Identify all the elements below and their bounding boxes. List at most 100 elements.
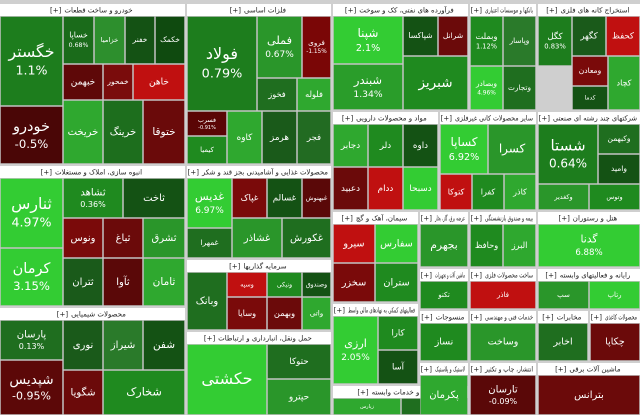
stock-tile[interactable] [302,297,331,330]
stock-tile[interactable] [403,16,438,56]
stock-tile[interactable] [403,56,468,110]
expand-button[interactable]: [+] [421,366,433,374]
stock-tile[interactable] [257,78,297,111]
expand-button[interactable]: [+] [342,115,354,123]
stock-tile[interactable] [538,124,598,184]
stock-tile[interactable] [63,16,94,64]
stock-tile[interactable] [470,224,503,267]
expand-button[interactable]: [+] [558,215,570,223]
stock-tile[interactable] [187,178,232,228]
expand-button[interactable]: [+] [188,169,200,177]
stock-tile[interactable] [155,16,185,64]
stock-tile[interactable] [589,184,640,210]
expand-button[interactable]: [+] [471,272,483,280]
stock-tile[interactable] [368,167,403,210]
stock-tile[interactable] [267,344,331,379]
stock-tile[interactable] [333,263,375,302]
stock-tile[interactable] [538,16,572,66]
stock-tile[interactable] [227,297,267,330]
expand-button[interactable]: [+] [471,314,483,322]
expand-button[interactable]: [+] [41,169,53,177]
stock-tile[interactable] [488,124,536,174]
stock-tile[interactable] [267,178,302,218]
stock-tile[interactable] [103,258,143,306]
stock-tile[interactable] [503,16,536,66]
expand-button[interactable]: [+] [471,7,483,15]
stock-tile[interactable] [63,370,103,415]
stock-tile[interactable] [187,16,257,111]
stock-tile[interactable] [103,218,143,258]
stock-tile[interactable] [0,106,63,164]
stock-tile[interactable] [472,174,504,210]
stock-tile[interactable] [227,272,267,297]
expand-button[interactable]: [+] [57,311,69,319]
expand-button[interactable]: [+] [204,335,216,343]
stock-tile[interactable] [538,184,589,210]
expand-button[interactable]: [+] [341,215,353,223]
stock-tile[interactable] [590,323,640,361]
stock-tile[interactable] [470,375,536,415]
stock-tile[interactable] [302,272,331,297]
stock-tile[interactable] [378,316,418,350]
stock-tile[interactable] [598,124,640,154]
stock-tile[interactable] [504,174,536,210]
stock-tile[interactable] [267,272,302,297]
stock-tile[interactable] [103,320,143,370]
stock-tile[interactable] [503,66,536,110]
stock-tile[interactable] [470,281,536,309]
stock-tile[interactable] [470,16,503,66]
stock-tile[interactable] [133,64,185,100]
stock-tile[interactable] [538,375,640,415]
stock-tile[interactable] [375,224,418,263]
stock-tile[interactable] [333,16,403,64]
stock-tile[interactable] [440,174,472,210]
stock-tile[interactable] [375,263,418,302]
stock-tile[interactable] [143,218,185,258]
stock-tile[interactable] [333,224,375,263]
stock-tile[interactable] [378,350,418,384]
stock-tile[interactable] [333,167,368,210]
stock-tile[interactable] [143,258,185,306]
stock-tile[interactable] [333,316,378,384]
stock-tile[interactable] [302,178,331,218]
stock-tile[interactable] [420,323,468,361]
stock-tile[interactable] [143,320,185,370]
stock-tile[interactable] [187,228,232,258]
stock-tile[interactable] [538,281,589,309]
expand-button[interactable]: [+] [357,389,369,397]
stock-tile[interactable] [63,218,103,258]
stock-tile[interactable] [257,16,302,78]
stock-tile[interactable] [0,16,63,106]
stock-tile[interactable] [0,320,63,360]
expand-button[interactable]: [+] [441,115,453,123]
stock-tile[interactable] [232,178,267,218]
stock-tile[interactable] [333,64,403,110]
expand-button[interactable]: [+] [334,307,346,315]
stock-tile[interactable] [608,56,640,110]
expand-button[interactable]: [+] [345,7,357,15]
stock-tile[interactable] [606,16,640,56]
stock-tile[interactable] [503,224,536,267]
stock-tile[interactable] [267,379,331,415]
expand-button[interactable]: [+] [421,314,433,322]
stock-tile[interactable] [143,100,185,164]
stock-tile[interactable] [440,124,488,174]
expand-button[interactable]: [+] [542,314,554,322]
stock-tile[interactable] [297,111,331,164]
stock-tile[interactable] [420,224,468,267]
expand-button[interactable]: [+] [545,272,557,280]
stock-tile[interactable] [420,281,468,309]
stock-tile[interactable] [0,360,63,415]
stock-tile[interactable] [63,320,103,370]
stock-tile[interactable] [470,323,536,361]
stock-tile[interactable] [123,178,185,218]
stock-tile[interactable] [572,56,608,86]
stock-tile[interactable] [438,16,468,56]
stock-tile[interactable] [420,375,468,415]
expand-button[interactable]: [+] [471,215,483,223]
expand-button[interactable]: [+] [471,366,483,374]
stock-tile[interactable] [267,297,302,330]
stock-tile[interactable] [63,64,103,100]
stock-tile[interactable] [403,124,438,167]
expand-button[interactable]: [+] [591,314,603,322]
